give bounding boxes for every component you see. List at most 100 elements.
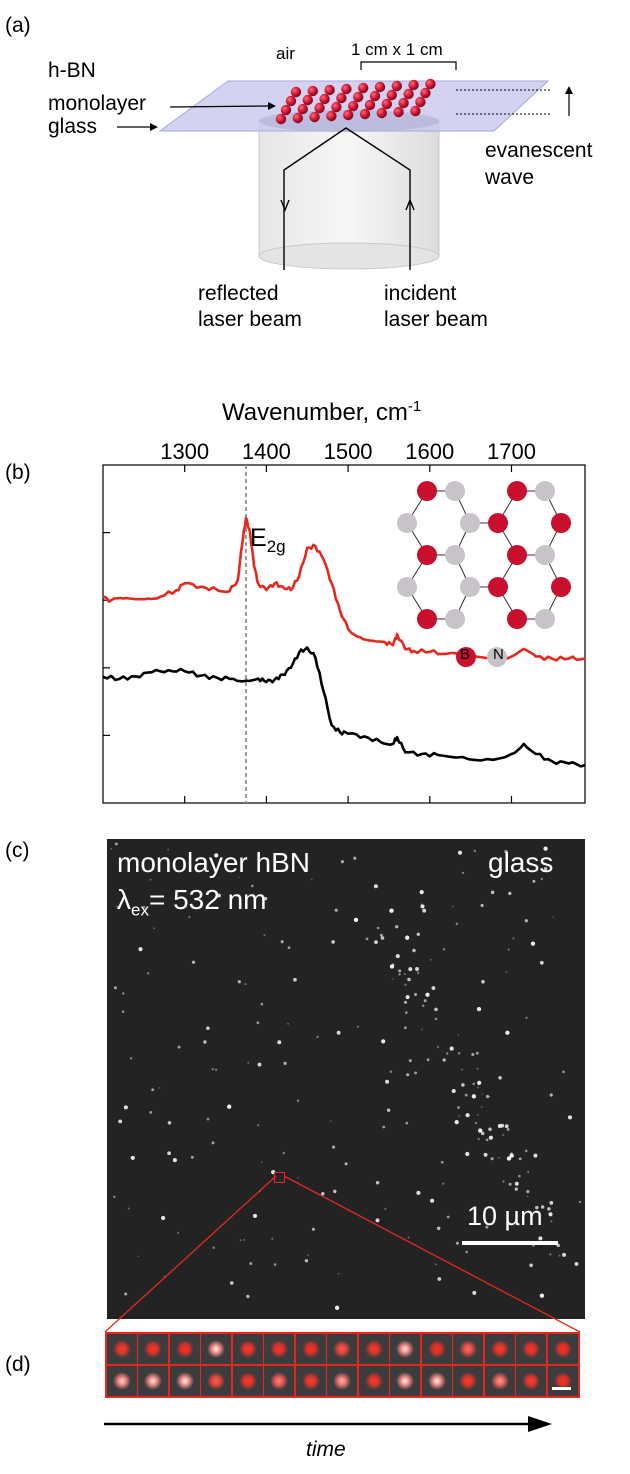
emitter-dot (574, 1261, 579, 1266)
boron-atom (275, 113, 287, 125)
time-frame (138, 1365, 168, 1396)
nitrogen-atom (445, 545, 465, 565)
label-incident: incident (384, 282, 457, 305)
emitter-dot (440, 1160, 444, 1164)
emitter-dot (455, 922, 459, 926)
emitter-dot (239, 1239, 242, 1242)
label-reflected-2: laser beam (198, 308, 302, 331)
emitter-dot (177, 1045, 181, 1049)
emitter-dot (442, 1058, 446, 1062)
emitter-dot (252, 1213, 258, 1218)
emitter-dot (430, 958, 432, 961)
emitter-dot (123, 1105, 128, 1110)
glass-region-label: glass (488, 847, 554, 878)
time-frame (327, 1333, 358, 1364)
emitter-dot (477, 1137, 480, 1141)
nitrogen-atom (535, 481, 555, 501)
emitter-dot (518, 1174, 521, 1178)
emitter-dot (533, 1153, 538, 1158)
boron-atom (507, 481, 527, 501)
panel-c-letter: (c) (5, 839, 30, 862)
emitter-dot (121, 1010, 125, 1013)
emitter-dot (507, 948, 510, 951)
emitter-dot (548, 1212, 553, 1217)
boron-atom (391, 80, 402, 92)
emitter-dot (480, 1131, 485, 1136)
emitter-dot (465, 1151, 470, 1157)
time-frame (232, 1365, 263, 1396)
emitter-dot (251, 884, 254, 888)
emitter-dot (526, 1195, 529, 1198)
emitter-dot (442, 948, 446, 951)
emitter-dot (167, 1151, 171, 1156)
emitter-dot (461, 871, 465, 875)
emitter-dot (381, 1039, 386, 1044)
emitter-dot (475, 1051, 479, 1055)
emitter-dot (490, 1157, 494, 1161)
emitter-dot (311, 1227, 315, 1231)
emitter-dot (237, 980, 241, 984)
emitter-dot (506, 1156, 512, 1161)
emitter-dot (476, 1006, 482, 1012)
panel-b-letter: (b) (5, 461, 31, 484)
emitter-dot (114, 842, 118, 846)
emitter-dot (485, 1138, 489, 1142)
emitter-dot (386, 1108, 391, 1112)
emitter-dot (153, 927, 156, 930)
label-hbn: h-BN (48, 59, 96, 82)
emitter-dot (260, 1161, 263, 1163)
emitter-dot (405, 995, 410, 1000)
time-frame (516, 1365, 547, 1396)
emitter-dot (163, 1275, 167, 1279)
boron-atom (348, 100, 359, 112)
boron-atom (307, 85, 318, 97)
time-frame (201, 1333, 232, 1364)
label-evanescent: evanescent (485, 139, 593, 162)
emitter-dot (113, 986, 117, 990)
chart-frame (102, 464, 586, 804)
emitter-dot (417, 971, 420, 974)
emitter-dot (376, 926, 380, 930)
emitter-dot (465, 1113, 470, 1118)
zoom-box (274, 1172, 285, 1183)
emitter-dot (578, 1200, 582, 1204)
emitter-dot (457, 1034, 460, 1036)
emitter-dot (518, 1157, 522, 1161)
label-air: air (276, 44, 295, 63)
nitrogen-atom (460, 513, 480, 533)
boron-atom (302, 94, 313, 106)
boron-atom (364, 99, 376, 111)
emitter-dot (457, 850, 463, 855)
boron-atom (358, 82, 369, 94)
time-frame (169, 1365, 200, 1396)
emitter-dot (161, 1215, 166, 1221)
label-incident-2: laser beam (384, 308, 488, 331)
emitter-dot (190, 1155, 194, 1159)
emitter-dot (375, 1218, 380, 1223)
emitter-dot (331, 940, 335, 944)
emitter-dot (504, 849, 508, 854)
emitter-dot (524, 1149, 528, 1153)
hbn-atoms (275, 78, 436, 125)
boron-atom (314, 102, 325, 114)
emitter-dot (121, 992, 125, 995)
chart-xlabel-text: Wavenumber, cm (222, 399, 408, 426)
emitter-dot (434, 1007, 438, 1012)
emitter-dot (177, 1231, 180, 1234)
emitter-dot (212, 1246, 215, 1249)
boron-atom (408, 79, 419, 91)
boron-atom (420, 87, 431, 99)
emitter-dot (454, 1119, 459, 1125)
emitter-dot (416, 1190, 421, 1195)
boron-atom (319, 93, 330, 105)
laser-beams (280, 127, 415, 270)
emitter-dot (147, 972, 150, 975)
emitter-dot (257, 1124, 260, 1127)
panel-d-letter: (d) (5, 1353, 31, 1376)
boron-atom (353, 91, 364, 103)
emitter-dot (490, 890, 495, 895)
scalebar (462, 1241, 558, 1245)
image-title: monolayer hBN (117, 847, 310, 878)
emitter-dot (442, 1182, 445, 1185)
emitter-dot (488, 1095, 491, 1098)
